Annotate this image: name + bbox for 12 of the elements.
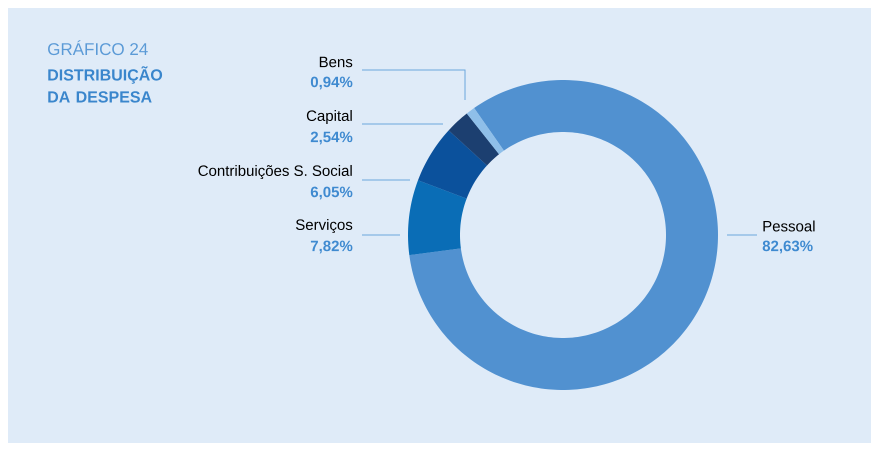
data-label: 2,54% — [310, 132, 352, 144]
slice-label: Serviços — [296, 218, 352, 234]
slice-label: Contribuições S. Social — [198, 164, 352, 180]
data-label: 82,63% — [762, 240, 813, 254]
data-label: 0,94% — [310, 76, 352, 90]
chart-title: GRÁFICO 24 — [48, 40, 148, 56]
slice-label: Bens — [320, 56, 352, 68]
data-label: 6,05% — [310, 186, 352, 200]
text: DISTRIBUIÇÃO DA DESPESA — [48, 66, 162, 103]
slice-label: Pessoal — [763, 220, 815, 232]
slice-label: Capital — [306, 110, 352, 124]
data-label: 7,82% — [310, 240, 352, 254]
